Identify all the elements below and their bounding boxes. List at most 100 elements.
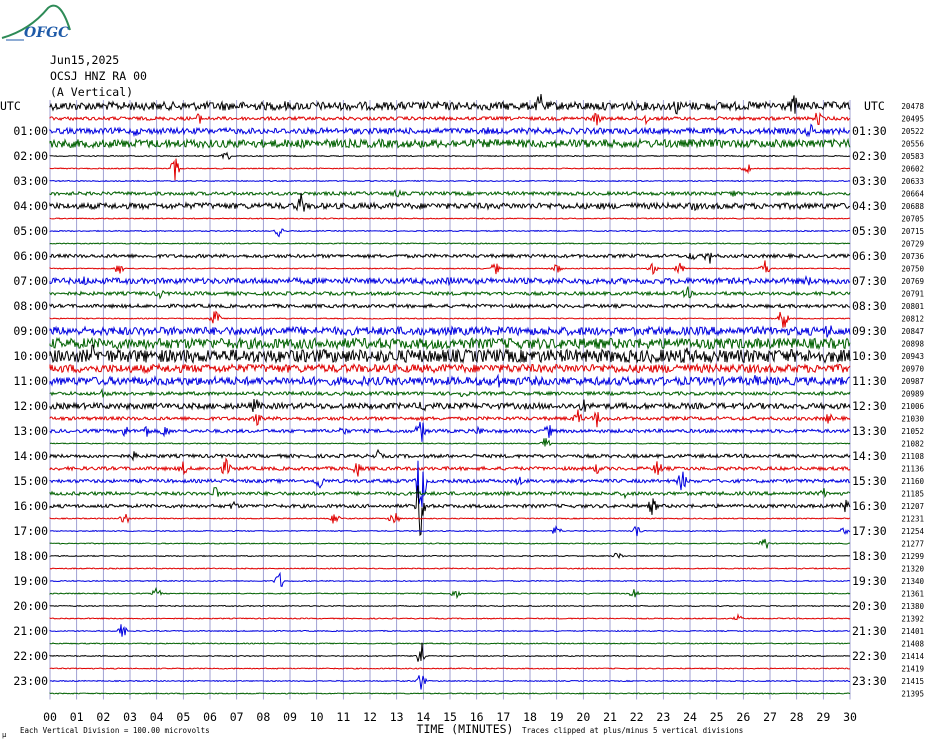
x-tick-label: 25 (710, 710, 724, 724)
trace-mean-label: 21414 (901, 652, 924, 661)
x-tick-label: 15 (443, 710, 457, 724)
trace-line (49, 188, 851, 198)
trace-line (49, 692, 851, 695)
trace-line (49, 552, 851, 560)
trace-mean-label: 20750 (901, 265, 924, 274)
hour-label-left: 23:00 (13, 674, 48, 688)
hour-label-right: 13:30 (852, 424, 887, 438)
hour-label-right: 07:30 (852, 274, 887, 288)
hour-label-left: 04:00 (13, 199, 48, 213)
trace-line (50, 571, 851, 588)
corner-mark: μ (2, 731, 7, 739)
hour-label-right: 15:30 (852, 474, 887, 488)
x-tick-label: 18 (523, 710, 537, 724)
trace-mean-label: 21361 (901, 590, 924, 599)
trace-mean-label: 21380 (901, 602, 924, 611)
hour-label-right: 03:30 (852, 174, 887, 188)
hour-label-right: 09:30 (852, 324, 887, 338)
trace-mean-label: 21052 (901, 427, 924, 436)
hour-label-left: 07:00 (13, 274, 48, 288)
hour-label-right: 16:30 (852, 499, 887, 513)
hour-label-left: 22:00 (13, 649, 48, 663)
trace-line (49, 192, 851, 212)
hour-label-left: 10:00 (13, 349, 48, 363)
hour-label-right: 01:30 (852, 124, 887, 138)
trace-line (49, 409, 851, 428)
trace-mean-label: 20705 (901, 215, 924, 224)
x-tick-label: 10 (310, 710, 324, 724)
hour-label-right: 17:30 (852, 524, 887, 538)
trace-mean-label: 20801 (901, 302, 924, 311)
x-tick-label: 28 (790, 710, 804, 724)
trace-line (49, 325, 851, 338)
trace-line (49, 485, 851, 537)
trace-mean-label: 21231 (901, 515, 924, 524)
hour-label-right: 06:30 (852, 249, 887, 263)
trace-line (49, 336, 851, 351)
x-tick-label: 00 (43, 710, 57, 724)
x-tick-label: 12 (363, 710, 377, 724)
trace-mean-label: 21136 (901, 465, 924, 474)
hour-label-right: 22:30 (852, 649, 887, 663)
x-tick-label: 02 (96, 710, 110, 724)
logo-swoosh-icon (1, 4, 71, 41)
trace-line (49, 667, 850, 670)
trace-mean-label: 20729 (901, 240, 924, 249)
x-tick-label: 06 (203, 710, 217, 724)
trace-mean-label: 21160 (901, 477, 924, 486)
hour-label-right: 23:30 (852, 674, 887, 688)
ofgc-logo-icon: OFGC (24, 25, 70, 41)
trace-mean-label: 21254 (901, 527, 924, 536)
trace-line (49, 538, 850, 549)
trace-mean-label: 21299 (901, 552, 924, 561)
trace-line (49, 642, 851, 662)
date-label: Jun15,2025 (50, 53, 120, 67)
x-axis-label: TIME (MINUTES) (417, 722, 514, 736)
hour-label-right: 18:30 (852, 549, 887, 563)
trace-line (49, 387, 851, 398)
trace-line (49, 586, 851, 600)
hour-label-left: 18:00 (13, 549, 48, 563)
trace-mean-label: 20688 (901, 202, 924, 211)
trace-mean-label: 20987 (901, 377, 924, 386)
trace-mean-label: 20970 (901, 365, 924, 374)
trace-line (49, 137, 851, 150)
utc-left-label: UTC (0, 99, 21, 113)
trace-line (49, 302, 851, 310)
trace-mean-label: 20602 (901, 165, 924, 174)
hour-label-right: 21:30 (852, 624, 887, 638)
hour-label-left: 21:00 (13, 624, 48, 638)
hour-label-left: 02:00 (13, 149, 48, 163)
x-tick-label: 08 (256, 710, 270, 724)
trace-mean-label: 21408 (901, 640, 924, 649)
trace-line (49, 457, 851, 477)
trace-mean-label: 21395 (901, 690, 924, 699)
x-tick-label: 03 (123, 710, 137, 724)
x-tick-label: 29 (816, 710, 830, 724)
x-tick-label: 20 (576, 710, 590, 724)
trace-line (49, 286, 851, 300)
hour-label-left: 09:00 (13, 324, 48, 338)
trace-line (49, 111, 851, 126)
x-tick-label: 24 (683, 710, 697, 724)
hour-label-right: 02:30 (852, 149, 887, 163)
trace-mean-label: 21392 (901, 615, 924, 624)
x-tick-label: 09 (283, 710, 297, 724)
x-tick-label: 16 (470, 710, 484, 724)
hour-label-right: 05:30 (852, 224, 887, 238)
hour-label-left: 13:00 (13, 424, 48, 438)
trace-mean-label: 20583 (901, 152, 924, 161)
trace-mean-label: 20478 (901, 102, 924, 111)
trace-line (49, 344, 851, 365)
trace-line (49, 642, 850, 645)
trace-mean-label: 20769 (901, 277, 924, 286)
hour-label-right: 19:30 (852, 574, 887, 588)
trace-mean-label: 21320 (901, 565, 924, 574)
trace-mean-label: 20847 (901, 327, 924, 336)
hour-label-right: 04:30 (852, 199, 887, 213)
trace-line (49, 217, 851, 220)
trace-mean-label: 21401 (901, 627, 924, 636)
station-label: OCSJ HNZ RA 00 (50, 69, 147, 83)
hour-label-right: 08:30 (852, 299, 887, 313)
trace-line (49, 421, 851, 442)
